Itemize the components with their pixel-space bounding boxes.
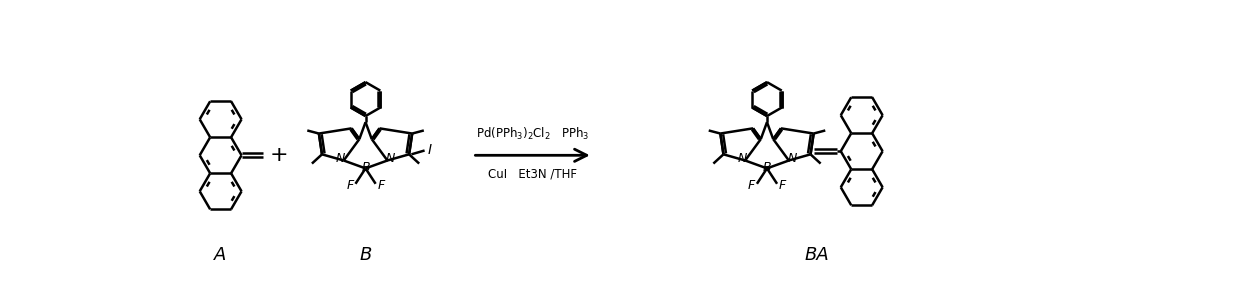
Text: B: B [361,161,370,174]
Text: N: N [738,152,747,166]
Text: N: N [335,152,345,166]
Text: F: F [779,179,786,192]
Text: BA: BA [805,246,829,264]
Text: N: N [386,152,395,166]
Text: B: B [359,246,371,264]
Text: Pd(PPh$_3$)$_2$Cl$_2$   PPh$_3$: Pd(PPh$_3$)$_2$Cl$_2$ PPh$_3$ [475,126,589,142]
Text: F: F [748,179,755,192]
Text: +: + [270,145,288,165]
Text: CuI   Et3N /THF: CuI Et3N /THF [488,167,577,180]
Text: B: B [763,161,771,174]
Text: N: N [787,152,796,166]
Text: I: I [427,143,431,157]
Text: A: A [214,246,227,264]
Text: F: F [378,179,385,192]
Text: F: F [347,179,354,192]
